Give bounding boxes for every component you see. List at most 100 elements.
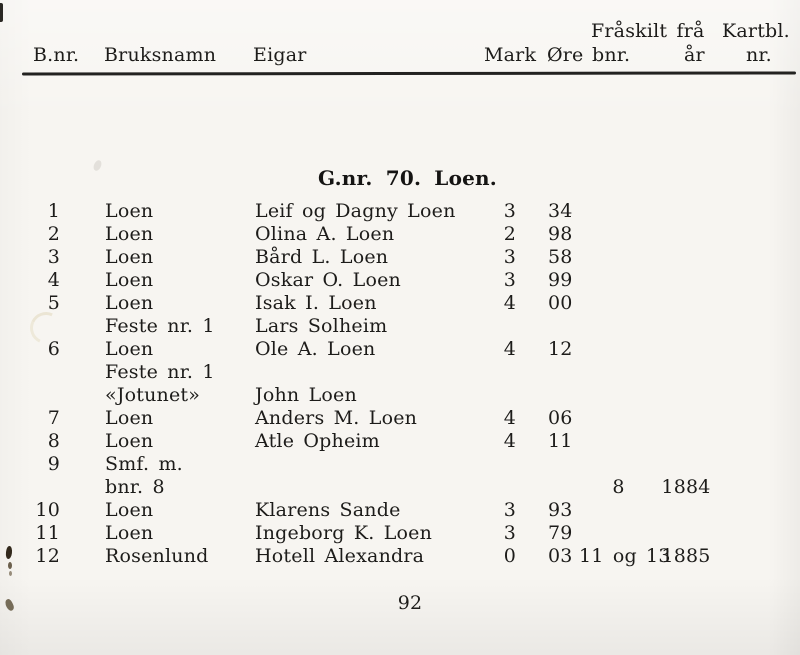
column-header-mark: Mark — [484, 44, 537, 66]
column-header-fraskilt-fra: Fråskilt frå — [591, 20, 705, 42]
cell-eigar: John Loen — [255, 384, 357, 406]
cell-bruksnamn: Loen — [105, 200, 154, 222]
table-row: 1 Loen Leif og Dagny Loen 3 34 — [0, 200, 800, 223]
cell-bnr: 5 — [47, 292, 60, 314]
cell-bnr: 8 — [47, 430, 60, 452]
cell-bruksnamn: Feste nr. 1 — [105, 361, 215, 383]
cell-mark: 3 — [503, 499, 516, 521]
cell-bruksnamn: Loen — [105, 338, 154, 360]
cell-bruksnamn: «Jotunet» — [105, 384, 201, 406]
table-row: 8 Loen Atle Opheim 4 11 — [0, 430, 800, 453]
cell-eigar: Hotell Alexandra — [255, 545, 425, 567]
ink-spot-artifact — [9, 571, 12, 576]
table-row: 3 Loen Bård L. Loen 3 58 — [0, 246, 800, 269]
cell-fraskilt-bnr: 11 og 13 — [579, 545, 671, 567]
cell-fraskilt-ar: 1884 — [661, 476, 711, 498]
column-header-kartbl: Kartbl. — [722, 20, 790, 42]
cell-ore: 11 — [548, 430, 573, 452]
cell-ore: 99 — [548, 269, 573, 291]
cell-ore: 12 — [548, 338, 573, 360]
cell-eigar: Oskar O. Loen — [255, 269, 401, 291]
table-row: 11 Loen Ingeborg K. Loen 3 79 — [0, 522, 800, 545]
table-row: 7 Loen Anders M. Loen 4 06 — [0, 407, 800, 430]
cell-mark: 2 — [503, 223, 516, 245]
cell-bnr: 2 — [47, 223, 60, 245]
cell-fraskilt-ar: 1885 — [661, 545, 711, 567]
ink-spot-artifact — [8, 562, 12, 569]
cell-eigar: Bård L. Loen — [255, 246, 389, 268]
cell-bnr: 4 — [47, 269, 60, 291]
cell-bruksnamn: Loen — [105, 499, 154, 521]
cell-ore: 00 — [548, 292, 573, 314]
cell-bruksnamn: Loen — [105, 269, 154, 291]
cell-mark: 4 — [503, 430, 516, 452]
cell-bnr: 1 — [47, 200, 60, 222]
table-row: Feste nr. 1 Lars Solheim — [0, 315, 800, 338]
cell-eigar: Olina A. Loen — [255, 223, 395, 245]
cell-bnr: 9 — [47, 453, 60, 475]
column-header-fraskilt-bnr: bnr. — [592, 44, 631, 66]
cell-bnr: 7 — [47, 407, 60, 429]
cell-ore: 79 — [548, 522, 573, 544]
table-row: bnr. 8 8 1884 — [0, 476, 800, 499]
cell-bruksnamn: Rosenlund — [105, 545, 209, 567]
ink-spot-artifact — [3, 598, 16, 612]
table-row: 5 Loen Isak I. Loen 4 00 — [0, 292, 800, 315]
cell-mark: 3 — [503, 522, 516, 544]
cell-bnr: 10 — [35, 499, 60, 521]
column-header-bruksnamn: Bruksnamn — [104, 44, 217, 66]
cell-mark: 0 — [503, 545, 516, 567]
cell-bruksnamn: Loen — [105, 223, 154, 245]
cell-mark: 4 — [503, 292, 516, 314]
cell-bruksnamn: Loen — [105, 522, 154, 544]
cell-bnr: 3 — [47, 246, 60, 268]
table-row: 4 Loen Oskar O. Loen 3 99 — [0, 269, 800, 292]
page-number: 92 — [397, 592, 423, 614]
cell-ore: 58 — [548, 246, 573, 268]
cell-eigar: Leif og Dagny Loen — [255, 200, 456, 222]
cell-eigar: Ingeborg K. Loen — [255, 522, 433, 544]
cell-ore: 93 — [548, 499, 573, 521]
cell-bruksnamn: Smf. m. — [105, 453, 183, 475]
column-header-ore: Øre — [547, 44, 584, 66]
table-row: 12 Rosenlund Hotell Alexandra 0 03 11 og 13 18… — [0, 545, 800, 568]
cell-eigar: Klarens Sande — [255, 499, 401, 521]
column-header-ar: år — [684, 44, 705, 66]
table-row: 9 Smf. m. — [0, 453, 800, 476]
cell-bruksnamn: Feste nr. 1 — [105, 315, 215, 337]
cell-ore: 03 — [548, 545, 573, 567]
cell-bruksnamn: Loen — [105, 430, 154, 452]
cell-eigar: Anders M. Loen — [255, 407, 418, 429]
cell-bruksnamn: Loen — [105, 292, 154, 314]
column-header-bnr: B.nr. — [33, 44, 80, 66]
cell-mark: 3 — [503, 246, 516, 268]
table-row: 10 Loen Klarens Sande 3 93 — [0, 499, 800, 522]
cell-ore: 98 — [548, 223, 573, 245]
table-row: 2 Loen Olina A. Loen 2 98 — [0, 223, 800, 246]
column-header-eigar: Eigar — [253, 44, 307, 66]
cell-fraskilt-bnr: 8 — [612, 476, 625, 498]
cell-mark: 4 — [503, 407, 516, 429]
cell-eigar: Isak I. Loen — [255, 292, 377, 314]
cell-bnr: 6 — [47, 338, 60, 360]
cell-bnr: 12 — [35, 545, 60, 567]
header-rule — [21, 71, 797, 76]
cell-mark: 4 — [503, 338, 516, 360]
column-header-kartbl-nr: nr. — [746, 44, 772, 66]
table-row: «Jotunet» John Loen — [0, 384, 800, 407]
table-row: Feste nr. 1 — [0, 361, 800, 384]
scan-edge-artifact — [0, 3, 3, 22]
cell-mark: 3 — [503, 200, 516, 222]
cell-bnr: 11 — [35, 522, 60, 544]
cell-bruksnamn: Loen — [105, 246, 154, 268]
cell-eigar: Ole A. Loen — [255, 338, 376, 360]
cell-ore: 06 — [548, 407, 573, 429]
table-row: 6 Loen Ole A. Loen 4 12 — [0, 338, 800, 361]
cell-ore: 34 — [548, 200, 573, 222]
section-title: G.nr. 70. Loen. — [318, 166, 497, 190]
cell-bruksnamn: bnr. 8 — [105, 476, 165, 498]
cell-eigar: Atle Opheim — [255, 430, 380, 452]
cell-mark: 3 — [503, 269, 516, 291]
cell-bruksnamn: Loen — [105, 407, 154, 429]
